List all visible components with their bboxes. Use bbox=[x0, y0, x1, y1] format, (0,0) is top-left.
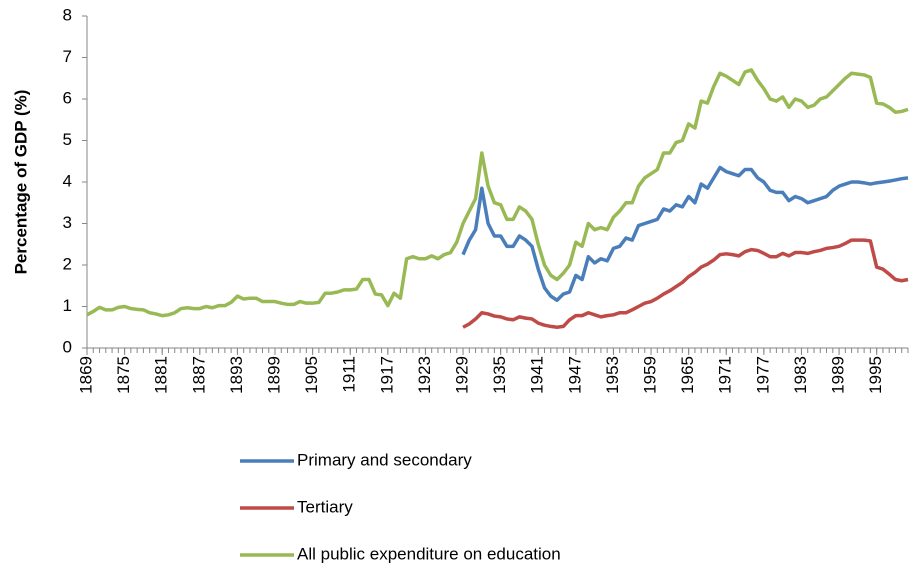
x-tick-label: 1983 bbox=[791, 356, 810, 394]
legend-label: All public expenditure on education bbox=[297, 544, 561, 563]
x-tick-label: 1947 bbox=[565, 356, 584, 394]
x-tick-label: 1989 bbox=[829, 356, 848, 394]
x-tick-label: 1935 bbox=[490, 356, 509, 394]
x-tick-label: 1899 bbox=[264, 356, 283, 394]
x-tick-label: 1977 bbox=[753, 356, 772, 394]
y-tick-label: 0 bbox=[63, 337, 72, 356]
x-tick-label: 1893 bbox=[227, 356, 246, 394]
data-line bbox=[462, 238, 909, 329]
y-tick-label: 4 bbox=[63, 171, 72, 190]
x-tick-label: 1869 bbox=[76, 356, 95, 394]
x-tick-label: 1911 bbox=[340, 356, 359, 393]
x-tick-label: 1881 bbox=[152, 356, 171, 394]
x-tick-label: 1971 bbox=[716, 356, 735, 394]
x-tick-label: 1875 bbox=[114, 356, 133, 394]
x-tick-label: 1995 bbox=[866, 356, 885, 394]
y-tick-label: 7 bbox=[63, 47, 72, 66]
y-tick-label: 5 bbox=[63, 130, 72, 149]
data-line bbox=[461, 165, 909, 303]
x-tick-label: 1905 bbox=[302, 356, 321, 394]
legend-label: Primary and secondary bbox=[297, 450, 472, 469]
x-tick-label: 1929 bbox=[453, 356, 472, 394]
x-tick-label: 1941 bbox=[528, 356, 547, 394]
x-tick-label: 1923 bbox=[415, 356, 434, 394]
y-tick-label: 6 bbox=[63, 88, 72, 107]
y-tick-label: 8 bbox=[63, 5, 72, 24]
y-tick-label: 3 bbox=[63, 213, 72, 232]
data-line bbox=[86, 68, 909, 318]
legend-label: Tertiary bbox=[297, 497, 353, 516]
x-tick-label: 1965 bbox=[678, 356, 697, 394]
y-tick-label: 1 bbox=[63, 296, 72, 315]
x-tick-label: 1917 bbox=[377, 356, 396, 394]
y-tick-label: 2 bbox=[63, 254, 72, 273]
y-axis-label: Percentage of GDP (%) bbox=[11, 90, 30, 275]
x-tick-label: 1953 bbox=[603, 356, 622, 394]
x-tick-label: 1959 bbox=[641, 356, 660, 394]
x-tick-label: 1887 bbox=[189, 356, 208, 394]
